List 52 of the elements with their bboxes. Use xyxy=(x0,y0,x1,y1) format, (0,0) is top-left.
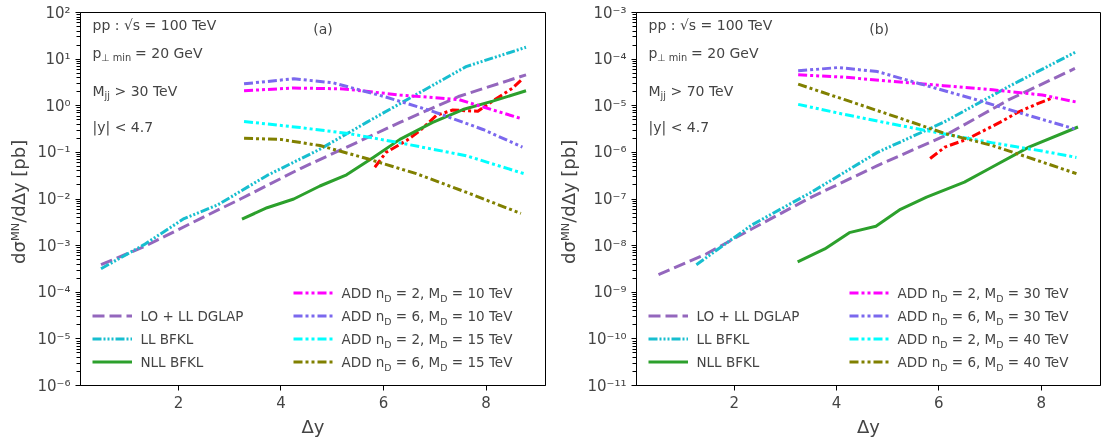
line-series xyxy=(242,119,526,176)
y-tick-label: 10⁻⁴ xyxy=(593,50,627,69)
line-series xyxy=(373,78,523,169)
line-series xyxy=(796,102,1078,159)
legend-label: NLL BFKL xyxy=(140,354,204,370)
y-tick-label: 10⁻¹ xyxy=(37,143,71,162)
legend-label: LO + LL DGLAP xyxy=(140,308,244,324)
y-axis-title: dσᴹᴺ/dΔy [pb] xyxy=(8,139,30,264)
y-tick-label: 10⁻⁷ xyxy=(593,190,627,208)
annotation: |y| < 4.7 xyxy=(92,118,154,136)
text: (b) xyxy=(869,20,890,37)
x-tick-label: 6 xyxy=(378,393,389,412)
line-series xyxy=(240,89,528,221)
y-tick-label: 10¹ xyxy=(45,50,71,69)
x-tick-label: 8 xyxy=(1036,393,1046,412)
line-series xyxy=(796,73,1078,104)
y-axis-title: dσᴹᴺ/dΔy [pb] xyxy=(558,139,580,264)
annotation: pp : √s = 100 TeV xyxy=(92,16,217,33)
y-tick-label: 10⁻⁵ xyxy=(593,96,627,115)
y-tick-label: 10² xyxy=(45,3,71,22)
y-tick-label: 10⁻³ xyxy=(37,236,71,255)
legend-label: LO + LL DGLAP xyxy=(696,308,800,324)
line-series xyxy=(242,136,523,215)
y-tick-label: 10⁻² xyxy=(37,190,71,208)
y-tick-label: 10⁻⁵ xyxy=(37,329,71,348)
y-tick-label: 10⁰ xyxy=(45,96,71,115)
x-axis-title: Δy xyxy=(301,415,325,437)
legend-label: LL BFKL xyxy=(140,331,194,347)
x-tick-label: 2 xyxy=(729,393,739,412)
annotation: |y| < 4.7 xyxy=(648,118,710,136)
y-tick-label: 10⁻³ xyxy=(593,3,627,22)
line-series xyxy=(796,82,1078,176)
legend-label: NLL BFKL xyxy=(696,354,760,370)
line-series xyxy=(796,66,1078,131)
annotation: pp : √s = 100 TeV xyxy=(648,16,773,33)
y-tick-label: 10⁻⁴ xyxy=(37,283,71,302)
y-tick-label: 10⁻¹⁰ xyxy=(587,329,627,348)
x-tick-label: 8 xyxy=(481,393,491,412)
x-tick-label: 4 xyxy=(276,393,286,412)
y-tick-label: 10⁻⁹ xyxy=(593,283,627,302)
y-tick-label: 10⁻⁶ xyxy=(593,143,627,162)
line-series xyxy=(242,77,524,149)
y-tick-label: 10⁻¹¹ xyxy=(587,376,627,395)
text: (a) xyxy=(313,20,333,37)
x-tick-label: 4 xyxy=(831,393,842,412)
y-tick-label: 10⁻⁶ xyxy=(37,376,71,395)
y-tick-label: 10⁻⁸ xyxy=(593,236,627,255)
x-tick-label: 6 xyxy=(934,393,944,412)
line-series xyxy=(796,125,1080,264)
x-axis-title: Δy xyxy=(857,415,881,437)
x-tick-label: 2 xyxy=(173,393,184,412)
legend-label: LL BFKL xyxy=(696,331,750,347)
